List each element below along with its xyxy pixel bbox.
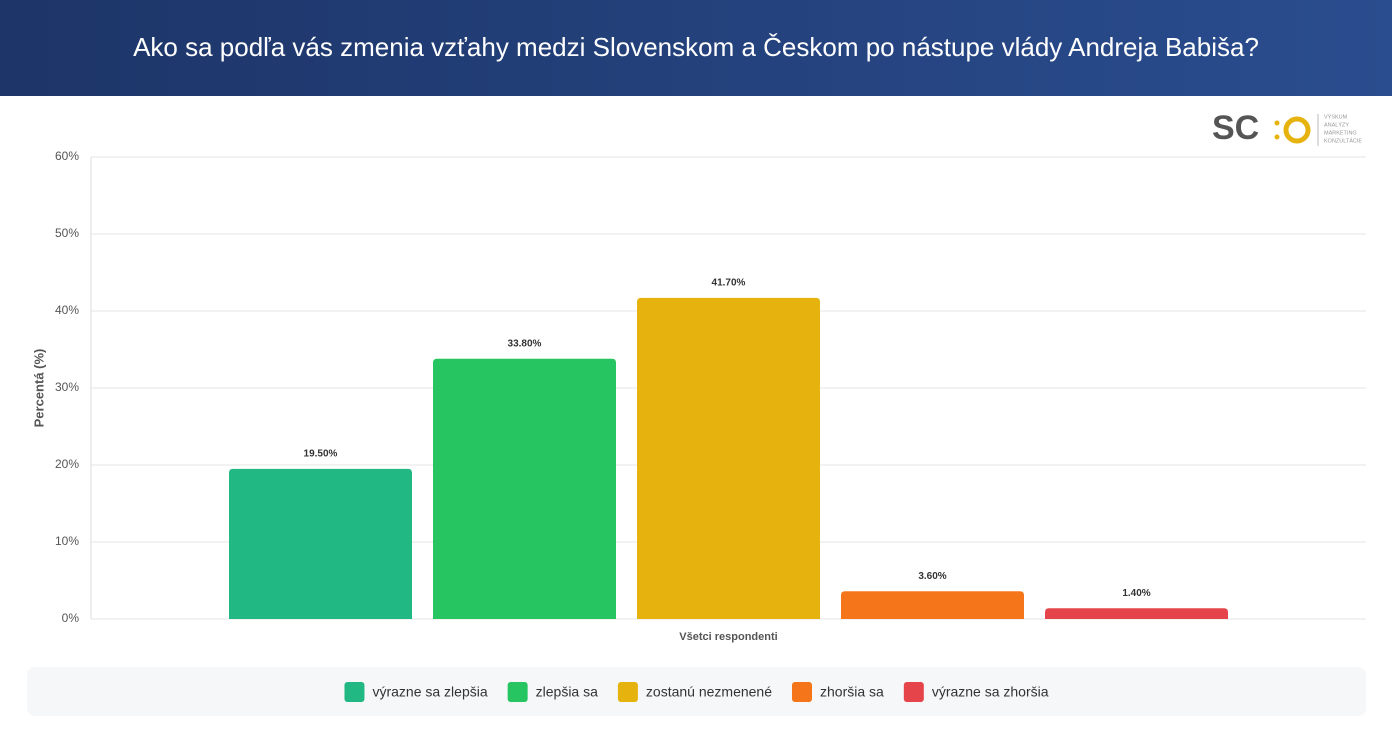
logo-ring [1283,116,1311,144]
legend-swatch [617,682,638,702]
chart-title: Ako sa podľa vás zmenia vzťahy medzi Slo… [133,32,1259,62]
header [0,0,1392,96]
y-tick-label: 40% [55,303,79,317]
y-tick-label: 0% [62,611,80,625]
value-label: 19.50% [304,448,338,459]
logo: SC VÝSKUM ANALÝZY MARKETING KONZULTÁCIE [1212,109,1362,147]
bar [841,591,1024,619]
bar [433,358,616,619]
y-tick-label: 10% [55,534,79,548]
legend-label: výrazne sa zhoršia [932,684,1049,700]
value-label: 1.40% [1122,588,1150,599]
bar [229,468,412,619]
legend-label: zlepšia sa [536,684,598,700]
legend-swatch [344,682,365,702]
logo-line: ANALÝZY [1324,121,1349,128]
y-axis-title: Percentá (%) [31,349,46,428]
value-label: 41.70% [712,278,746,289]
x-tick-label: Všetci respondenti [679,631,777,643]
logo-dot [1274,120,1280,126]
legend-box [27,667,1366,716]
y-tick-label: 30% [55,380,79,394]
legend-swatch [507,682,528,702]
legend-swatch [903,682,924,702]
bar [1045,608,1228,619]
logo-text: SC [1212,109,1259,147]
value-label: 33.80% [508,338,542,349]
legend-swatch [792,682,812,702]
y-tick-label: 50% [55,226,79,240]
logo-line: MARKETING [1324,130,1357,136]
y-tick-label: 60% [55,149,79,163]
logo-line: KONZULTÁCIE [1324,137,1362,144]
bar [637,297,820,619]
logo-line: VÝSKUM [1324,113,1348,120]
legend-label: výrazne sa zlepšia [372,684,487,700]
legend-label: zostanú nezmenené [646,684,772,700]
value-label: 3.60% [918,571,946,582]
y-tick-label: 20% [55,457,79,471]
logo-dot [1274,134,1280,140]
legend-label: zhoršia sa [820,684,884,700]
